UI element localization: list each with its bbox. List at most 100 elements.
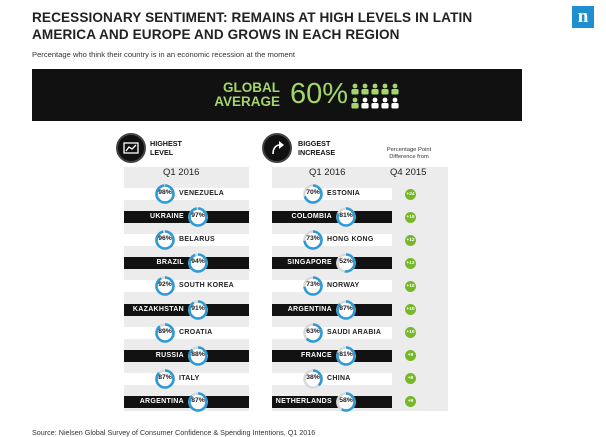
percent-ring: 58% — [335, 391, 357, 413]
point-difference-badge: +15 — [405, 211, 416, 223]
percent-arc — [336, 207, 356, 227]
country-row: NETHERLANDS — [272, 395, 392, 408]
percent-ring: 52% — [335, 252, 357, 274]
point-difference-badge: +24 — [405, 188, 416, 200]
percent-ring: 63% — [302, 322, 324, 344]
person-icon — [381, 83, 389, 95]
percent-label: 91% — [191, 304, 205, 312]
percent-arc — [188, 299, 208, 320]
percent-ring: 73% — [302, 275, 324, 297]
country-label: RUSSIA — [155, 351, 184, 359]
percent-ring: 96% — [154, 229, 176, 251]
percent-label: 98% — [158, 189, 172, 196]
global-label-line2: AVERAGE — [214, 94, 280, 109]
country-row: COLOMBIA — [272, 211, 392, 224]
point-difference-badge: +9 — [405, 373, 416, 385]
percent-ring: 87% — [335, 299, 357, 321]
point-difference-badge: +9 — [405, 350, 416, 362]
percent-label: 81% — [339, 350, 353, 358]
point-difference-badge: +10 — [405, 304, 416, 315]
country-label: SOUTH KOREA — [179, 282, 235, 290]
percent-label: 87% — [191, 396, 205, 404]
increase-panel-label: BIGGEST INCREASE — [298, 139, 335, 157]
percent-label: 89% — [158, 327, 172, 335]
increase-label-line1: BIGGEST — [298, 139, 331, 148]
percent-arc — [303, 322, 323, 343]
country-label: HONG KONG — [327, 236, 374, 244]
person-icon — [371, 97, 379, 109]
percent-ring: 98% — [154, 183, 176, 205]
percent-label: 87% — [339, 304, 353, 312]
highest-label-line1: HIGHEST — [150, 139, 182, 148]
global-average-banner: GLOBAL AVERAGE 60% — [32, 69, 522, 121]
percent-arc — [155, 322, 175, 343]
percent-ring: 91% — [187, 299, 209, 321]
percent-arc — [155, 184, 175, 204]
percent-ring: 81% — [335, 206, 357, 228]
person-icon — [351, 83, 359, 95]
country-label: BRAZIL — [156, 259, 184, 267]
percent-arc — [303, 184, 323, 204]
percent-label: 63% — [306, 327, 320, 335]
country-label: NETHERLANDS — [275, 397, 332, 405]
person-icon — [381, 97, 389, 109]
percent-ring: 87% — [187, 391, 209, 413]
country-row: CROATIA — [124, 326, 249, 339]
percent-label: 73% — [306, 281, 320, 289]
percent-label: 96% — [158, 235, 172, 243]
country-label: VENEZUELA — [179, 190, 225, 197]
percent-label: 94% — [191, 258, 205, 266]
percent-arc — [336, 253, 356, 274]
country-row: VENEZUELA — [124, 188, 249, 200]
country-row: FRANCE — [272, 349, 392, 362]
percent-label: 81% — [339, 212, 353, 220]
country-label: CROATIA — [179, 328, 213, 336]
percent-arc — [303, 368, 323, 389]
country-row: UKRAINE — [124, 211, 249, 224]
percent-ring: 70% — [302, 183, 324, 205]
person-icon — [351, 97, 359, 109]
percent-label: 70% — [306, 189, 320, 196]
country-row: SOUTH KOREA — [124, 280, 249, 293]
percent-label: 88% — [191, 350, 205, 358]
country-row: SINGAPORE — [272, 257, 392, 270]
country-label: FRANCE — [301, 351, 332, 359]
highest-panel-label: HIGHEST LEVEL — [150, 139, 182, 157]
country-label: ARGENTINA — [287, 305, 332, 313]
percent-ring: 89% — [154, 322, 176, 344]
percent-arc — [336, 392, 356, 412]
country-row: BRAZIL — [124, 257, 249, 270]
percent-arc — [303, 230, 323, 250]
up-arrow-icon — [262, 133, 292, 163]
point-difference-badge: +12 — [405, 257, 416, 269]
country-label: BELARUS — [179, 236, 215, 244]
country-row: SAUDI ARABIA — [272, 326, 392, 339]
point-difference-quarter: Q4 2015 — [390, 167, 427, 178]
percent-arc — [303, 276, 323, 297]
percent-arc — [188, 253, 208, 274]
percent-arc — [336, 345, 356, 366]
source-note: Source: Nielsen Global Survey of Consume… — [32, 428, 316, 437]
country-row: CHINA — [272, 372, 392, 385]
country-label: ESTONIA — [327, 190, 361, 197]
country-label: UKRAINE — [150, 213, 184, 221]
country-label: CHINA — [327, 374, 351, 382]
percent-label: 97% — [191, 212, 205, 220]
person-icon — [361, 97, 369, 109]
percent-ring: 81% — [335, 345, 357, 367]
country-row: RUSSIA — [124, 349, 249, 362]
percent-label: 38% — [306, 373, 320, 381]
nielsen-logo: n — [572, 6, 594, 28]
percent-ring: 97% — [187, 206, 209, 228]
highest-quarter-label: Q1 2016 — [163, 167, 200, 178]
global-average-value: 60% — [290, 78, 349, 110]
country-row: ARGENTINA — [272, 303, 392, 316]
person-icon — [391, 83, 399, 95]
percent-arc — [155, 368, 175, 389]
percent-label: 92% — [158, 281, 172, 289]
country-label: KAZAKHSTAN — [132, 305, 184, 313]
point-difference-note: Percentage Point Difference from — [386, 147, 432, 160]
percent-label: 58% — [339, 396, 353, 404]
percent-label: 87% — [158, 373, 172, 381]
country-row: HONG KONG — [272, 234, 392, 247]
